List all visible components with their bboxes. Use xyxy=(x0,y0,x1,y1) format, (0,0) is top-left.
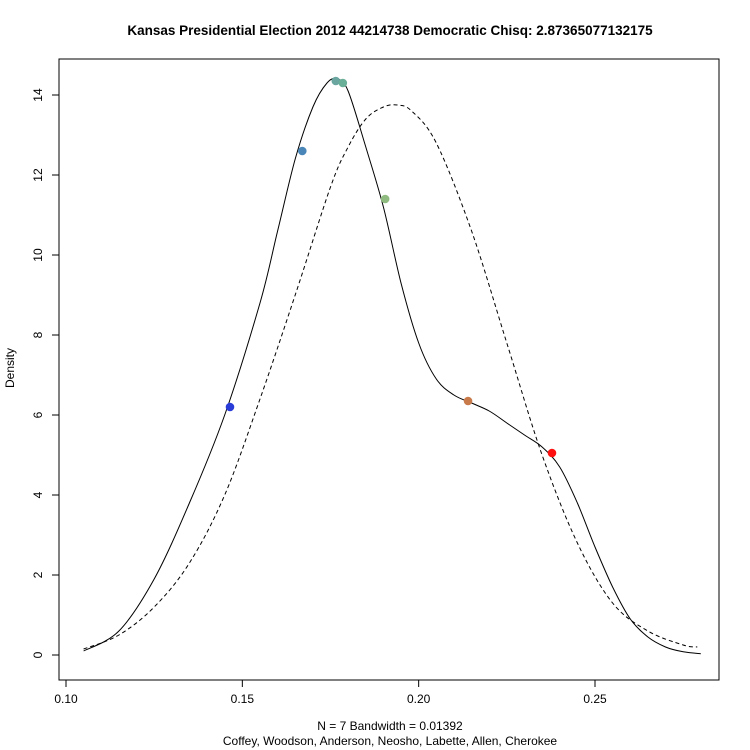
y-axis: 0 2 4 6 8 10 12 14 xyxy=(31,88,60,658)
y-tick-label: 10 xyxy=(31,248,45,262)
y-tick-label: 12 xyxy=(31,168,45,182)
x-tick-label: 0.25 xyxy=(583,692,607,706)
y-tick-label: 6 xyxy=(31,411,45,418)
plot-frame xyxy=(58,58,720,681)
x-axis: 0.10 0.15 0.20 0.25 xyxy=(54,679,607,706)
x-axis-label: N = 7 Bandwidth = 0.01392 xyxy=(317,719,463,733)
y-tick-label: 2 xyxy=(31,571,45,578)
data-point xyxy=(331,76,341,86)
y-tick-label: 14 xyxy=(31,88,45,102)
data-point xyxy=(297,146,307,156)
data-point xyxy=(547,448,557,458)
y-axis-label: Density xyxy=(3,348,17,388)
x-axis-sublabel: Coffey, Woodson, Anderson, Neosho, Labet… xyxy=(223,734,558,748)
data-point xyxy=(463,396,473,406)
y-tick-label: 4 xyxy=(31,491,45,498)
x-tick-label: 0.10 xyxy=(54,692,78,706)
data-point xyxy=(225,402,235,412)
data-point xyxy=(338,78,348,88)
data-point xyxy=(380,194,390,204)
series-layer xyxy=(83,77,701,655)
y-tick-label: 8 xyxy=(31,331,45,338)
points-layer xyxy=(225,76,557,458)
series-line-dashed xyxy=(83,104,698,650)
x-tick-label: 0.20 xyxy=(407,692,431,706)
x-tick-label: 0.15 xyxy=(231,692,255,706)
y-tick-label: 0 xyxy=(31,651,45,658)
chart-title: Kansas Presidential Election 2012 442147… xyxy=(127,23,653,38)
series-line-solid xyxy=(83,77,701,655)
